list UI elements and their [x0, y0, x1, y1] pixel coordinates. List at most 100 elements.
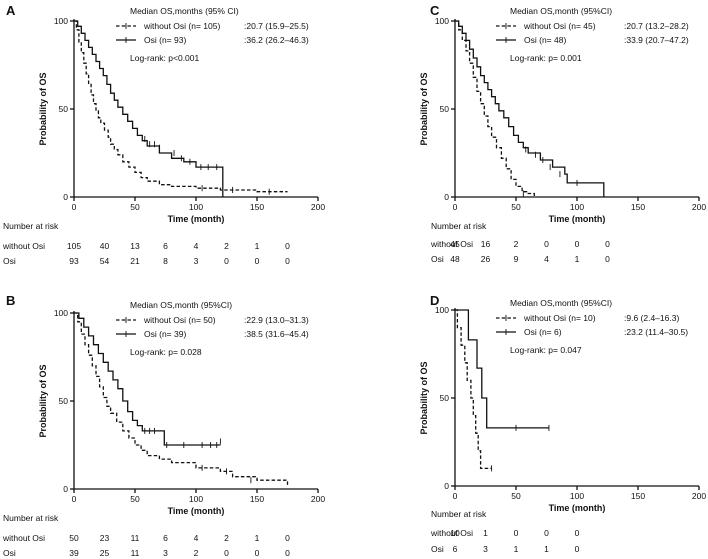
risk-value: 6	[453, 544, 458, 554]
risk-value: 11	[131, 548, 140, 558]
risk-value: 0	[514, 528, 519, 538]
legend-entry-label: Osi (n= 93)	[144, 35, 186, 45]
risk-table-header: Number at risk	[3, 221, 59, 231]
legend-entry-label: Osi (n= 48)	[524, 35, 566, 45]
legend-entry-value: :23.2 (11.4–30.5)	[624, 327, 688, 337]
legend-entry-value: :20.7 (15.9–25.5)	[244, 21, 309, 31]
x-tick-label: 100	[570, 491, 584, 501]
risk-value: 2	[224, 241, 229, 251]
legend-title: Median OS,month (95%CI)	[510, 298, 612, 308]
risk-value: 1	[255, 241, 260, 251]
x-tick-label: 50	[511, 202, 521, 212]
legend-entry-label: without Osi (n= 45)	[523, 21, 596, 31]
y-tick-label: 100	[435, 305, 449, 315]
risk-row-label: Osi	[3, 548, 16, 558]
logrank-text: Log-rank: p= 0.001	[510, 53, 582, 63]
risk-value: 4	[194, 241, 199, 251]
legend-entry-label: Osi (n= 6)	[524, 327, 562, 337]
risk-row-label: without Osi	[2, 241, 45, 251]
y-tick-label: 0	[63, 484, 68, 494]
legend: Median OS,month (95%CI) without Osi (n= 4…	[496, 6, 689, 63]
risk-value: 1	[255, 533, 260, 543]
risk-row-label: without Osi	[430, 528, 473, 538]
risk-value: 0	[285, 256, 290, 266]
risk-table-header: Number at risk	[431, 509, 487, 519]
km-curve-osi	[74, 20, 224, 197]
x-tick-label: 100	[189, 494, 203, 504]
x-tick-label: 150	[250, 494, 264, 504]
legend: Median OS,months (95% CI) without Osi (n=…	[116, 6, 309, 63]
risk-value: 11	[131, 533, 140, 543]
legend-title: Median OS,months (95% CI)	[130, 6, 239, 16]
risk-value: 6	[163, 241, 168, 251]
legend-title: Median OS,month (95%CI)	[510, 6, 612, 16]
y-tick-label: 50	[59, 104, 69, 114]
x-tick-label: 0	[453, 491, 458, 501]
y-axis-title: Probability of OS	[419, 72, 429, 145]
y-tick-label: 50	[440, 104, 450, 114]
x-tick-label: 200	[692, 491, 706, 501]
panel-letter: B	[6, 293, 15, 308]
risk-value: 1	[483, 528, 488, 538]
risk-value: 45	[450, 239, 460, 249]
legend-entry-value: :36.2 (26.2–46.3)	[244, 35, 309, 45]
y-tick-label: 50	[59, 396, 69, 406]
risk-value: 0	[544, 239, 549, 249]
y-tick-label: 100	[54, 16, 68, 26]
km-curve-without-osi	[455, 20, 535, 197]
legend-entry-label: without Osi (n= 50)	[143, 315, 216, 325]
legend-entry-value: :33.9 (20.7–47.2)	[624, 35, 689, 45]
risk-value: 0	[255, 256, 260, 266]
x-tick-label: 50	[130, 494, 140, 504]
risk-value: 3	[194, 256, 199, 266]
risk-value: 16	[481, 239, 491, 249]
y-tick-label: 0	[444, 481, 449, 491]
risk-value: 2	[514, 239, 519, 249]
risk-value: 3	[483, 544, 488, 554]
risk-value: 0	[224, 256, 229, 266]
risk-value: 1	[544, 544, 549, 554]
x-axis-title: Time (month)	[168, 506, 225, 516]
x-tick-label: 50	[130, 202, 140, 212]
x-tick-label: 0	[453, 202, 458, 212]
risk-value: 2	[224, 533, 229, 543]
legend-entry-value: :22.9 (13.0–31.3)	[244, 315, 309, 325]
risk-value: 48	[450, 254, 460, 264]
risk-value: 4	[544, 254, 549, 264]
km-curve-without-osi	[74, 312, 289, 486]
risk-value: 26	[481, 254, 491, 264]
logrank-text: Log-rank: p<0.001	[130, 53, 200, 63]
panel-letter: A	[6, 3, 16, 18]
x-tick-label: 200	[692, 202, 706, 212]
risk-value: 0	[544, 528, 549, 538]
risk-value: 1	[514, 544, 519, 554]
x-tick-label: 100	[570, 202, 584, 212]
x-tick-label: 150	[631, 202, 645, 212]
risk-value: 0	[605, 239, 610, 249]
risk-value: 93	[69, 256, 79, 266]
x-axis-title: Time (month)	[168, 214, 225, 224]
risk-value: 0	[575, 528, 580, 538]
km-curve-without-osi	[455, 309, 492, 470]
x-tick-label: 0	[72, 202, 77, 212]
logrank-text: Log-rank: p= 0.028	[130, 347, 202, 357]
km-curve-osi	[455, 20, 605, 197]
risk-row-label: Osi	[431, 254, 444, 264]
risk-value: 39	[69, 548, 79, 558]
risk-value: 40	[100, 241, 110, 251]
y-tick-label: 0	[63, 192, 68, 202]
risk-table-header: Number at risk	[3, 513, 59, 523]
risk-value: 10	[450, 528, 460, 538]
risk-value: 8	[163, 256, 168, 266]
logrank-text: Log-rank: p= 0.047	[510, 345, 582, 355]
legend-entry-label: Osi (n= 39)	[144, 329, 186, 339]
risk-value: 23	[100, 533, 110, 543]
risk-value: 0	[255, 548, 260, 558]
risk-value: 3	[163, 548, 168, 558]
